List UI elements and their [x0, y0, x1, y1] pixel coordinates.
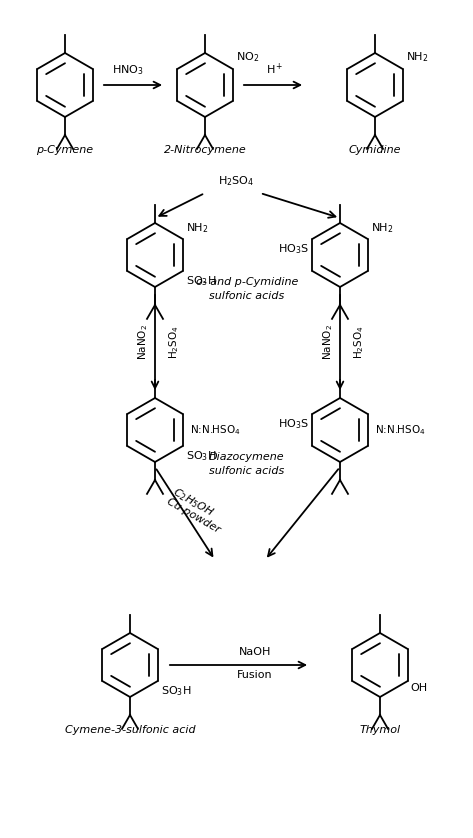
Text: C$_2$H$_5$OH: C$_2$H$_5$OH — [170, 485, 217, 520]
Text: Cymene-3-sulfonic acid: Cymene-3-sulfonic acid — [65, 725, 195, 735]
Text: N:N.HSO$_4$: N:N.HSO$_4$ — [190, 423, 241, 437]
Text: Diazocymene: Diazocymene — [209, 452, 285, 462]
Text: NaOH: NaOH — [239, 647, 271, 657]
Text: NaNO$_2$: NaNO$_2$ — [136, 324, 150, 360]
Text: Cu powder: Cu powder — [165, 496, 222, 535]
Text: H$_2$SO$_4$: H$_2$SO$_4$ — [218, 174, 254, 188]
Text: HNO$_3$: HNO$_3$ — [112, 63, 144, 77]
Text: Cymidine: Cymidine — [349, 145, 401, 155]
Text: Thymol: Thymol — [359, 725, 401, 735]
Text: sulfonic acids: sulfonic acids — [210, 291, 285, 301]
Text: HO$_3$S: HO$_3$S — [278, 417, 309, 431]
Text: o- and p-Cymidine: o- and p-Cymidine — [196, 277, 298, 287]
Text: 2-Nitrocymene: 2-Nitrocymene — [164, 145, 246, 155]
Text: NO$_2$: NO$_2$ — [236, 50, 259, 64]
Text: NH$_2$: NH$_2$ — [186, 221, 208, 235]
Text: NaNO$_2$: NaNO$_2$ — [321, 324, 335, 360]
Text: OH: OH — [411, 683, 428, 693]
Text: sulfonic acids: sulfonic acids — [210, 466, 285, 476]
Text: SO$_3$H: SO$_3$H — [186, 449, 216, 463]
Text: N:N.HSO$_4$: N:N.HSO$_4$ — [375, 423, 426, 437]
Text: p-Cymene: p-Cymene — [36, 145, 94, 155]
Text: SO$_3$H: SO$_3$H — [161, 684, 191, 698]
Text: NH$_2$: NH$_2$ — [371, 221, 393, 235]
Text: HO$_3$S: HO$_3$S — [278, 242, 309, 256]
Text: H$_2$SO$_4$: H$_2$SO$_4$ — [167, 325, 181, 359]
Text: H$^+$: H$^+$ — [266, 62, 284, 77]
Text: SO$_3$H: SO$_3$H — [186, 274, 216, 287]
Text: Fusion: Fusion — [237, 670, 273, 680]
Text: NH$_2$: NH$_2$ — [406, 50, 428, 64]
Text: H$_2$SO$_4$: H$_2$SO$_4$ — [352, 325, 366, 359]
